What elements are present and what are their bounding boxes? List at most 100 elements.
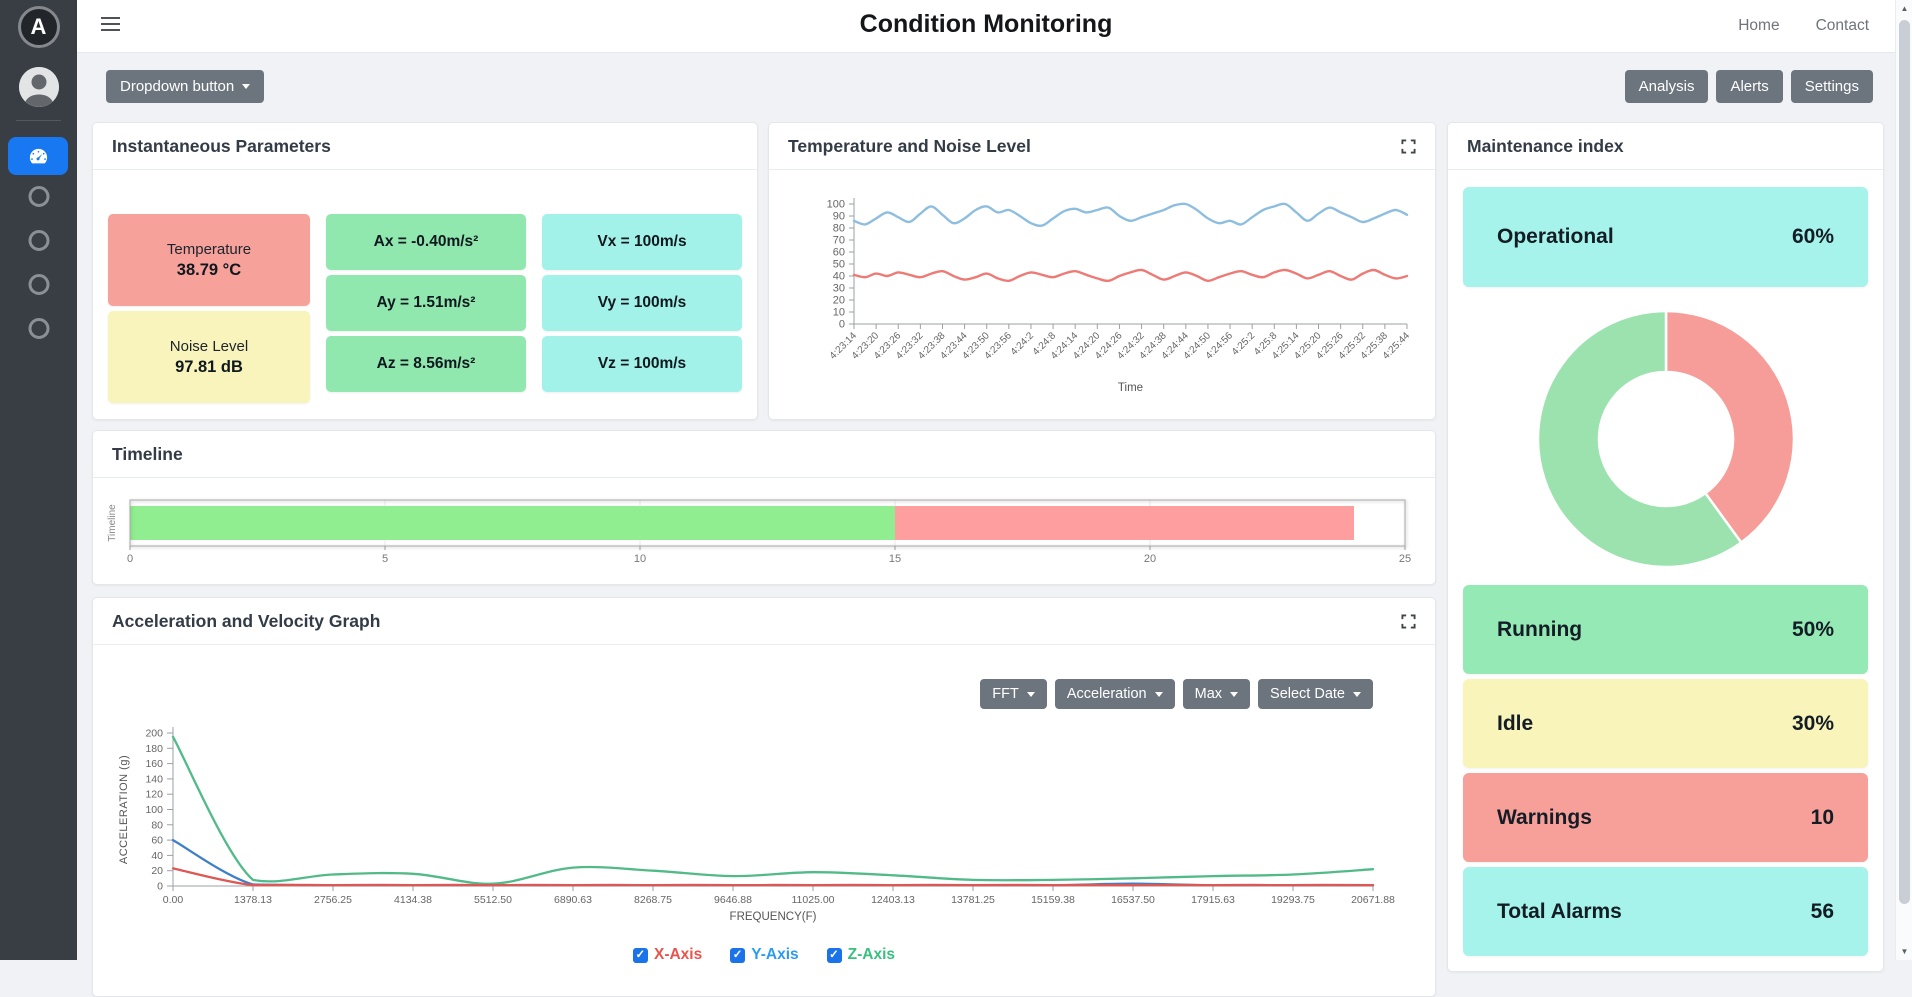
legend-item-z-axis: Z-Axis — [826, 946, 895, 964]
timeline-chart: 0 5 10 15 20 25 Timeline — [107, 499, 1411, 565]
vertical-scrollbar[interactable]: ▲ ▼ — [1895, 0, 1912, 960]
svg-text:90: 90 — [833, 211, 845, 223]
svg-text:0: 0 — [127, 553, 133, 565]
alerts-button[interactable]: Alerts — [1716, 70, 1783, 103]
scroll-up-icon[interactable]: ▲ — [1900, 4, 1909, 13]
temperature-label: Temperature — [166, 240, 252, 258]
settings-button[interactable]: Settings — [1790, 70, 1873, 103]
svg-text:60: 60 — [151, 835, 163, 847]
svg-text:Time: Time — [1118, 382, 1143, 394]
chevron-down-icon — [1230, 691, 1239, 697]
checkbox-y-axis[interactable] — [730, 947, 746, 963]
sidebar-item-4[interactable] — [28, 318, 49, 339]
sidebar-item-2[interactable] — [28, 230, 49, 251]
scrollbar-thumb[interactable] — [1898, 20, 1910, 904]
stat-value: 56 — [1810, 899, 1834, 923]
main-content: Dropdown button Analysis Alerts Settings… — [77, 52, 1895, 997]
svg-text:FREQUENCY(F): FREQUENCY(F) — [730, 911, 817, 923]
fullscreen-icon[interactable] — [1401, 138, 1416, 154]
svg-text:60: 60 — [833, 247, 845, 259]
svg-text:120: 120 — [145, 789, 163, 801]
stat-label: Running — [1497, 617, 1583, 641]
svg-text:80: 80 — [151, 819, 163, 831]
card-temperature-noise: Temperature and Noise Level 0 10 20 30 40 50 6… — [768, 122, 1436, 420]
legend-item-y-axis: Y-Axis — [730, 946, 799, 964]
svg-text:17915.63: 17915.63 — [1191, 894, 1235, 906]
temperature-box: Temperature 38.79 °C — [108, 214, 310, 306]
max-dropdown[interactable]: Max — [1182, 679, 1251, 709]
stat-value: 10 — [1810, 805, 1834, 829]
checkbox-z-axis[interactable] — [826, 947, 842, 963]
card-instantaneous-parameters: Instantaneous Parameters Temperature 38.… — [92, 122, 758, 420]
svg-text:40: 40 — [151, 850, 163, 862]
card-acceleration-velocity: Acceleration and Velocity Graph FFT Acce… — [92, 597, 1436, 997]
analysis-button[interactable]: Analysis — [1624, 70, 1709, 103]
svg-text:ACCELERATION (g): ACCELERATION (g) — [118, 755, 130, 864]
maintenance-donut-chart — [1536, 309, 1795, 568]
az-box: Az = 8.56m/s² — [326, 336, 526, 392]
card-maintenance-index: Maintenance index Operational 60% Runnin… — [1447, 122, 1884, 972]
stat-operational: Operational 60% — [1463, 187, 1868, 287]
maintenance-donut-wrap — [1448, 292, 1883, 585]
svg-text:140: 140 — [145, 773, 163, 785]
svg-text:4134.38: 4134.38 — [394, 894, 432, 906]
sidebar-item-3[interactable] — [28, 274, 49, 295]
sidebar-item-dashboard[interactable] — [8, 137, 68, 175]
svg-text:160: 160 — [145, 758, 163, 770]
svg-text:30: 30 — [833, 283, 845, 295]
app-logo[interactable]: A — [17, 6, 60, 48]
noise-level-value: 97.81 dB — [175, 357, 243, 376]
svg-text:1378.13: 1378.13 — [234, 894, 272, 906]
svg-text:70: 70 — [833, 235, 845, 247]
ay-box: Ay = 1.51m/s² — [326, 275, 526, 331]
svg-text:4:25:2: 4:25:2 — [1230, 330, 1258, 358]
nav-link-home[interactable]: Home — [1738, 17, 1780, 34]
card-timeline: Timeline 0 5 10 15 20 25 Timeline — [92, 430, 1436, 585]
chevron-down-icon — [242, 84, 251, 89]
ax-box: Ax = -0.40m/s² — [326, 214, 526, 270]
sidebar-item-1[interactable] — [28, 186, 49, 207]
svg-text:100: 100 — [145, 804, 163, 816]
card-title: Instantaneous Parameters — [93, 123, 757, 170]
card-title: Maintenance index — [1448, 123, 1883, 170]
svg-text:20: 20 — [151, 865, 163, 877]
noise-level-box: Noise Level 97.81 dB — [108, 311, 310, 403]
sidebar-divider — [16, 120, 61, 121]
hamburger-menu-icon[interactable] — [101, 17, 120, 35]
svg-text:200: 200 — [145, 728, 163, 740]
card-title: Temperature and Noise Level — [769, 123, 1435, 170]
fullscreen-icon[interactable] — [1401, 613, 1416, 629]
dropdown-button[interactable]: Dropdown button — [106, 70, 265, 103]
vy-box: Vy = 100m/s — [542, 275, 742, 331]
svg-text:0: 0 — [157, 881, 163, 893]
legend-item-x-axis: X-Axis — [632, 946, 702, 964]
svg-text:10: 10 — [833, 307, 845, 319]
svg-text:Timeline: Timeline — [107, 504, 118, 542]
stat-value: 50% — [1791, 617, 1834, 641]
svg-text:10: 10 — [634, 553, 646, 565]
nav-links: Home Contact — [1738, 0, 1869, 52]
scroll-down-icon[interactable]: ▼ — [1900, 947, 1909, 956]
svg-text:8268.75: 8268.75 — [634, 894, 672, 906]
select-date-dropdown[interactable]: Select Date — [1258, 679, 1373, 709]
instantaneous-body: Temperature 38.79 °C Noise Level 97.81 d… — [93, 170, 757, 403]
stat-value: 60% — [1791, 225, 1834, 248]
svg-text:9646.88: 9646.88 — [714, 894, 752, 906]
acceleration-dropdown[interactable]: Acceleration — [1054, 679, 1175, 709]
svg-text:20: 20 — [1144, 553, 1156, 565]
gauge-icon — [29, 148, 47, 163]
user-avatar[interactable] — [18, 67, 59, 107]
svg-text:40: 40 — [833, 271, 845, 283]
page-title: Condition Monitoring — [859, 10, 1113, 38]
svg-text:25: 25 — [1399, 553, 1411, 565]
vz-box: Vz = 100m/s — [542, 336, 742, 392]
nav-link-contact[interactable]: Contact — [1815, 17, 1869, 34]
checkbox-x-axis[interactable] — [632, 947, 648, 963]
svg-text:16537.50: 16537.50 — [1111, 894, 1155, 906]
svg-text:19293.75: 19293.75 — [1271, 894, 1315, 906]
svg-text:20: 20 — [833, 295, 845, 307]
temperature-noise-chart: 01020304050607080901004:23:144:23:204:23… — [827, 198, 1412, 394]
fft-dropdown[interactable]: FFT — [980, 679, 1047, 709]
svg-text:0.00: 0.00 — [163, 894, 184, 906]
stat-total-alarms: Total Alarms 56 — [1463, 867, 1868, 956]
